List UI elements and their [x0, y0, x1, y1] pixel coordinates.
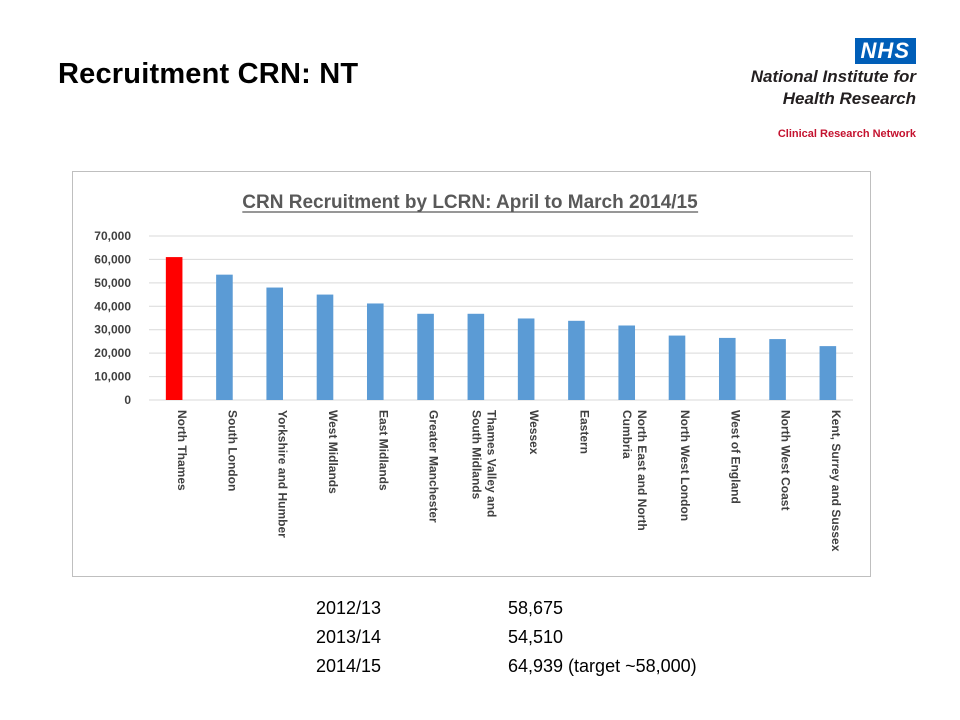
bar: [366, 303, 384, 400]
y-axis: 0 10,000 20,000 30,000 40,000 50,000 60,000 70,…: [94, 229, 131, 407]
y-tick-label: 60,000: [94, 252, 131, 266]
x-tick-label: Cumbria: [620, 410, 634, 459]
chart-frame: CRN Recruitment by LCRN: April to March …: [72, 171, 871, 577]
bar: [216, 274, 233, 400]
nhs-badge: NHS: [854, 38, 916, 64]
x-tick-label: North West Coast: [779, 410, 793, 510]
x-tick-label: North Thames: [175, 410, 189, 491]
x-tick-label: West Midlands: [326, 410, 340, 494]
bar: [718, 337, 736, 400]
x-tick-label: Yorkshire and Humber: [276, 410, 290, 538]
x-tick-label: North West London: [678, 410, 692, 521]
bar: [517, 318, 535, 400]
x-tick-label: West of England: [728, 410, 742, 504]
x-tick-label: South Midlands: [469, 410, 483, 500]
bar: [266, 287, 284, 400]
nihr-logo: NHS National Institute for Health Resear…: [718, 38, 918, 148]
x-axis: North Thames South London Yorkshire and Hu…: [175, 410, 843, 552]
y-tick-label: 40,000: [94, 299, 131, 313]
bars: [165, 257, 837, 400]
bar: [165, 257, 183, 400]
x-tick-label: South London: [225, 410, 239, 491]
y-tick-label: 50,000: [94, 276, 131, 290]
logo-subtitle: Clinical Research Network: [777, 128, 916, 140]
stat-year: 2012/13: [316, 598, 382, 618]
bar: [819, 346, 837, 400]
bar: [668, 335, 686, 400]
bar: [568, 320, 585, 400]
logo-line-2: Health Research: [782, 89, 916, 108]
bar: [467, 313, 485, 400]
x-tick-label: Kent, Surrey and Sussex: [829, 410, 843, 552]
y-tick-label: 20,000: [94, 346, 131, 360]
x-tick-label: Greater Manchester: [427, 410, 441, 523]
stat-value: 54,510: [508, 627, 564, 647]
slide-title: Recruitment CRN: NT: [58, 58, 359, 90]
bar: [769, 339, 786, 400]
x-tick-label: Eastern: [577, 410, 591, 454]
x-tick-label: East Midlands: [376, 410, 390, 491]
stat-year: 2013/14: [316, 627, 382, 647]
logo-line-1: National Institute for: [750, 67, 916, 86]
y-tick-label: 0: [124, 393, 131, 407]
gridlines: [149, 235, 853, 401]
x-tick-label: Thames Valley and: [484, 410, 498, 517]
stat-value: 64,939 (target ~58,000): [508, 656, 697, 676]
bar-chart: CRN Recruitment by LCRN: April to March …: [94, 192, 853, 552]
bar: [417, 313, 434, 400]
x-tick-label: North East and North: [635, 410, 649, 531]
x-tick-label: Wessex: [527, 410, 541, 455]
y-tick-label: 70,000: [94, 229, 131, 243]
bar: [618, 325, 636, 400]
stat-year: 2014/15: [316, 656, 382, 676]
chart-title: CRN Recruitment by LCRN: April to March …: [242, 192, 698, 213]
y-tick-label: 10,000: [94, 370, 131, 384]
stat-value: 58,675: [508, 598, 564, 618]
y-tick-label: 30,000: [94, 323, 131, 337]
bar: [316, 294, 334, 400]
